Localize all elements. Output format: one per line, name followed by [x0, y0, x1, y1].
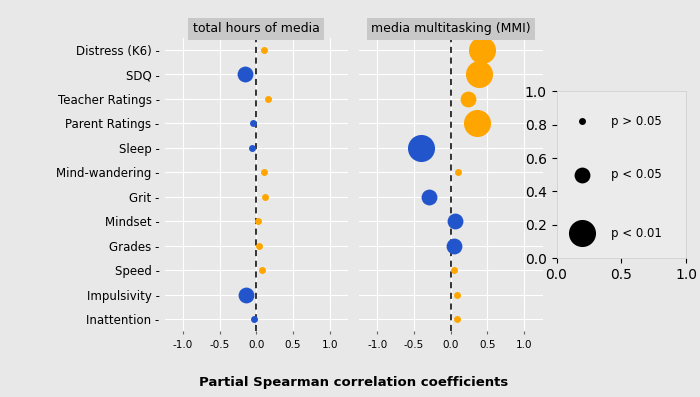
Point — [256, 267, 267, 274]
Text: p < 0.05: p < 0.05 — [611, 168, 662, 181]
Title: total hours of media: total hours of media — [193, 22, 320, 35]
Point — [262, 96, 274, 102]
Point — [248, 316, 260, 322]
Text: p > 0.05: p > 0.05 — [611, 115, 662, 128]
Point — [451, 291, 462, 298]
Point — [260, 194, 271, 200]
Point — [577, 230, 588, 236]
Text: Partial Spearman correlation coefficients: Partial Spearman correlation coefficient… — [199, 376, 508, 389]
Point — [463, 96, 474, 102]
Point — [240, 291, 251, 298]
Point — [248, 120, 259, 127]
Point — [452, 169, 463, 175]
Point — [577, 172, 588, 178]
Point — [449, 218, 461, 225]
Point — [253, 243, 265, 249]
Point — [476, 47, 487, 53]
Point — [449, 243, 460, 249]
Point — [473, 71, 484, 78]
Point — [416, 145, 427, 151]
Point — [448, 267, 459, 274]
Point — [258, 169, 270, 175]
Point — [258, 47, 270, 53]
Point — [252, 218, 263, 225]
Point — [451, 316, 462, 322]
Point — [577, 118, 588, 125]
Point — [423, 194, 434, 200]
Text: p < 0.01: p < 0.01 — [611, 227, 662, 239]
Point — [472, 120, 483, 127]
Point — [246, 145, 258, 151]
Title: media multitasking (MMI): media multitasking (MMI) — [371, 22, 531, 35]
Point — [239, 71, 250, 78]
